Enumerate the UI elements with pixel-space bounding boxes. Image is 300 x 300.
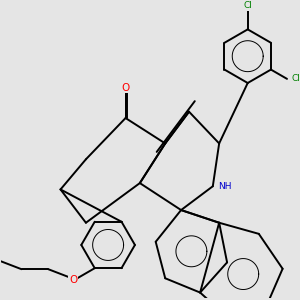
Text: NH: NH: [218, 182, 232, 191]
Text: O: O: [122, 83, 130, 93]
Text: O: O: [69, 274, 77, 284]
Text: Cl: Cl: [291, 74, 300, 83]
Text: Cl: Cl: [243, 1, 252, 10]
